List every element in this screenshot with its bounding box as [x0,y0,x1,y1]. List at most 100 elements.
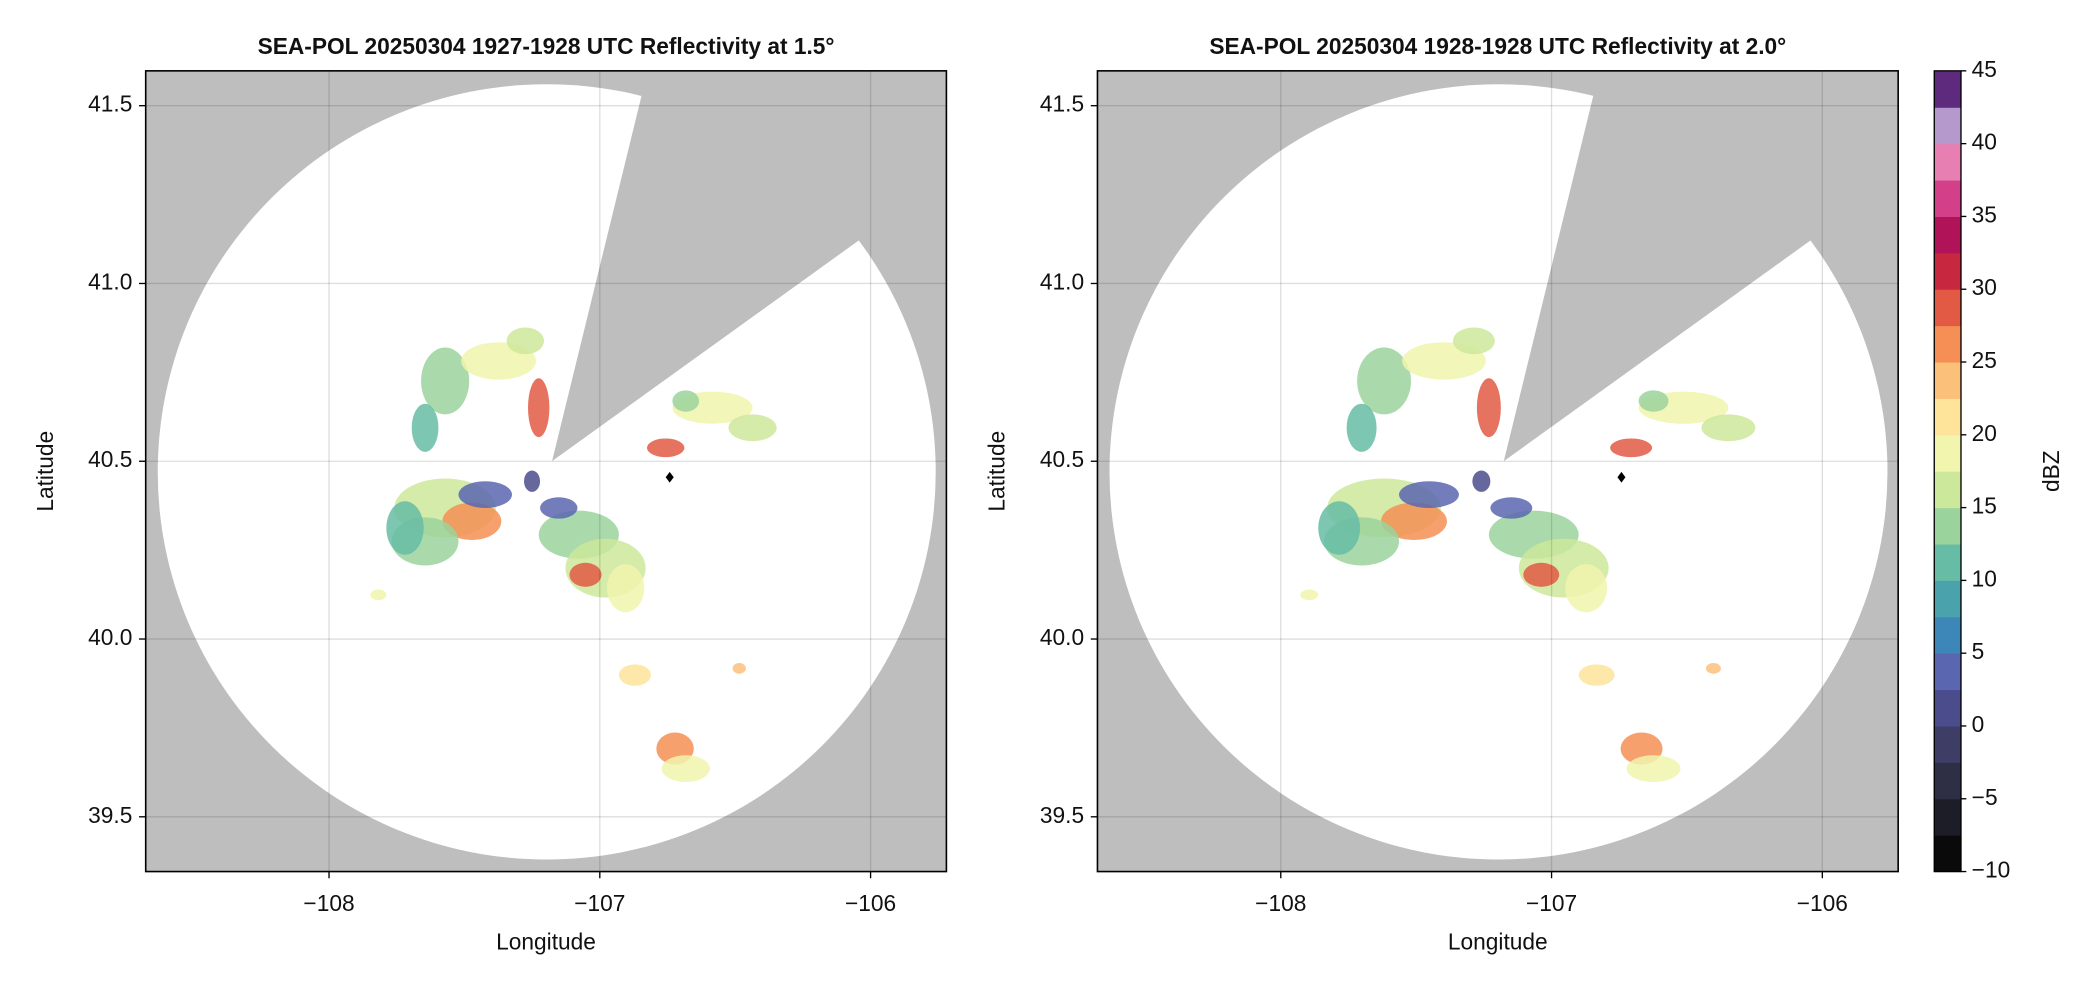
echo-cell [442,502,502,541]
beam-blockage [552,70,947,462]
y-tick-label: 40.0 [1040,624,1084,650]
echo-cell [1399,481,1459,508]
chart-title: SEA-POL 20250304 1927-1928 UTC Reflectiv… [258,33,835,59]
echo-cell [672,390,700,412]
colorbar-swatch [1934,289,1961,327]
y-axis-label: Latitude [984,431,1010,512]
colorbar-swatch [1934,653,1961,691]
echo-cell [1578,664,1615,686]
colorbar-swatch [1934,70,1961,108]
panel: −108 −107 −106 39.5 40.0 40.5 41.0 41.5 SEA-POL … [32,33,948,955]
colorbar-swatch [1934,325,1961,363]
plot-area [145,70,947,872]
colorbar-tick-label: 30 [1972,274,1997,300]
echo-cell [618,664,651,686]
x-tick-label: −107 [1526,890,1577,916]
plot-area [1097,70,1899,872]
y-tick-label: 41.5 [1040,91,1084,117]
y-tick-label: 39.5 [88,802,132,828]
echo-cell [528,378,550,438]
colorbar-swatch [1934,616,1961,654]
echo-cell [1381,502,1447,541]
colorbar-swatch [1934,725,1961,763]
colorbar-swatch [1934,107,1961,145]
colorbar-swatch [1934,434,1961,472]
colorbar-swatch [1934,835,1961,873]
x-tick-label: −106 [1797,890,1848,916]
colorbar-tick-label: −10 [1972,857,2011,883]
echo-cell [386,501,424,555]
colorbar-swatch [1934,252,1961,290]
colorbar-swatch [1934,762,1961,800]
colorbar-swatch [1934,580,1961,618]
x-tick-label: −108 [1255,890,1306,916]
echo-cell [661,755,710,782]
colorbar-label: dBZ [2038,450,2064,492]
echo-cell [1318,501,1361,555]
echo-cell [458,481,512,508]
chart-title: SEA-POL 20250304 1928-1928 UTC Reflectiv… [1209,33,1786,59]
colorbar-frame [1933,70,1962,873]
colorbar-tick-label: 15 [1972,493,1997,519]
echo-cell [646,438,685,458]
x-tick-label: −107 [574,890,625,916]
echo-cell [1626,755,1681,782]
echo-cell [411,403,439,452]
colorbar-swatch [1934,143,1961,181]
y-tick-label: 41.5 [88,91,132,117]
y-tick-label: 40.5 [88,446,132,472]
echo-cell [540,497,578,519]
echo-cell [1565,564,1608,613]
echo-cell [1705,663,1721,674]
echo-cell [370,589,387,601]
colorbar-tick-label: 25 [1972,347,1997,373]
x-tick-label: −108 [303,890,354,916]
colorbar-swatch [1934,180,1961,217]
x-tick-label: −106 [845,890,896,916]
echo-cell [1357,347,1412,415]
y-tick-label: 40.0 [88,624,132,650]
colorbar-tick-label: 35 [1972,201,1997,227]
colorbar-swatch [1934,471,1961,509]
echo-cell [728,414,777,442]
colorbar-tick-label: 10 [1972,565,1997,591]
echo-cell [606,564,645,613]
x-axis-label: Longitude [1448,929,1548,955]
y-tick-label: 40.5 [1040,446,1084,472]
colorbar-swatch [1934,398,1961,436]
y-axis-label: Latitude [32,431,58,512]
radar-marker [1617,471,1626,483]
echo-cell [1490,497,1533,519]
plot-frame [1096,70,1899,873]
echo-cell [1452,327,1495,355]
echo-cell [1300,589,1319,601]
colorbar-tick-label: 5 [1972,638,1985,664]
colorbar-swatch [1934,507,1961,545]
colorbar-swatch [1934,689,1961,727]
echo-cell [524,470,541,492]
echo-cell [1346,403,1377,452]
colorbar-swatch [1934,216,1961,254]
echo-cell [1610,438,1653,458]
echo-cell [1701,414,1756,442]
colorbar-tick-label: 0 [1972,711,1985,737]
echo-cell [569,562,602,587]
colorbar-swatch [1934,543,1961,581]
panel: −108 −107 −106 39.5 40.0 40.5 41.0 41.5 SEA-POL … [984,33,1899,955]
x-axis-label: Longitude [496,929,596,955]
colorbar-tick-label: 20 [1972,420,1997,446]
radar-marker [665,471,674,483]
echo-cell [1638,390,1669,412]
y-tick-label: 41.0 [1040,268,1084,294]
beam-blockage [1503,70,1899,462]
colorbar-swatch [1934,362,1961,399]
colorbar-tick-label: 40 [1972,129,1997,155]
echo-cell [1472,470,1491,492]
echo-cell [732,663,746,674]
echo-cell [421,347,470,415]
echo-cell [1476,378,1501,438]
y-tick-label: 41.0 [88,268,132,294]
plot-frame [144,70,948,873]
colorbar-tick-label: 45 [1972,56,1997,82]
